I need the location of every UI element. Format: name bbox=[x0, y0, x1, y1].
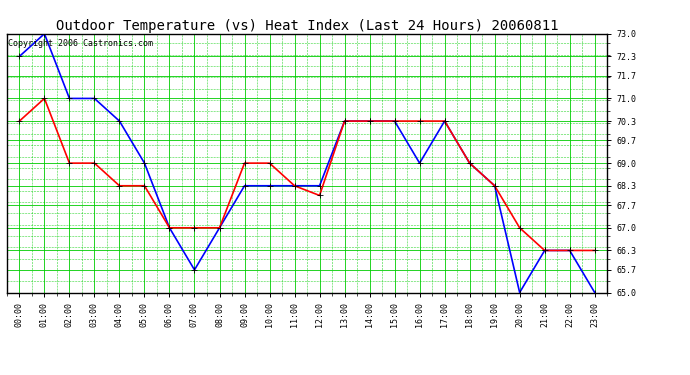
Text: Copyright 2006 Castronics.com: Copyright 2006 Castronics.com bbox=[8, 39, 153, 48]
Title: Outdoor Temperature (vs) Heat Index (Last 24 Hours) 20060811: Outdoor Temperature (vs) Heat Index (Las… bbox=[56, 19, 558, 33]
